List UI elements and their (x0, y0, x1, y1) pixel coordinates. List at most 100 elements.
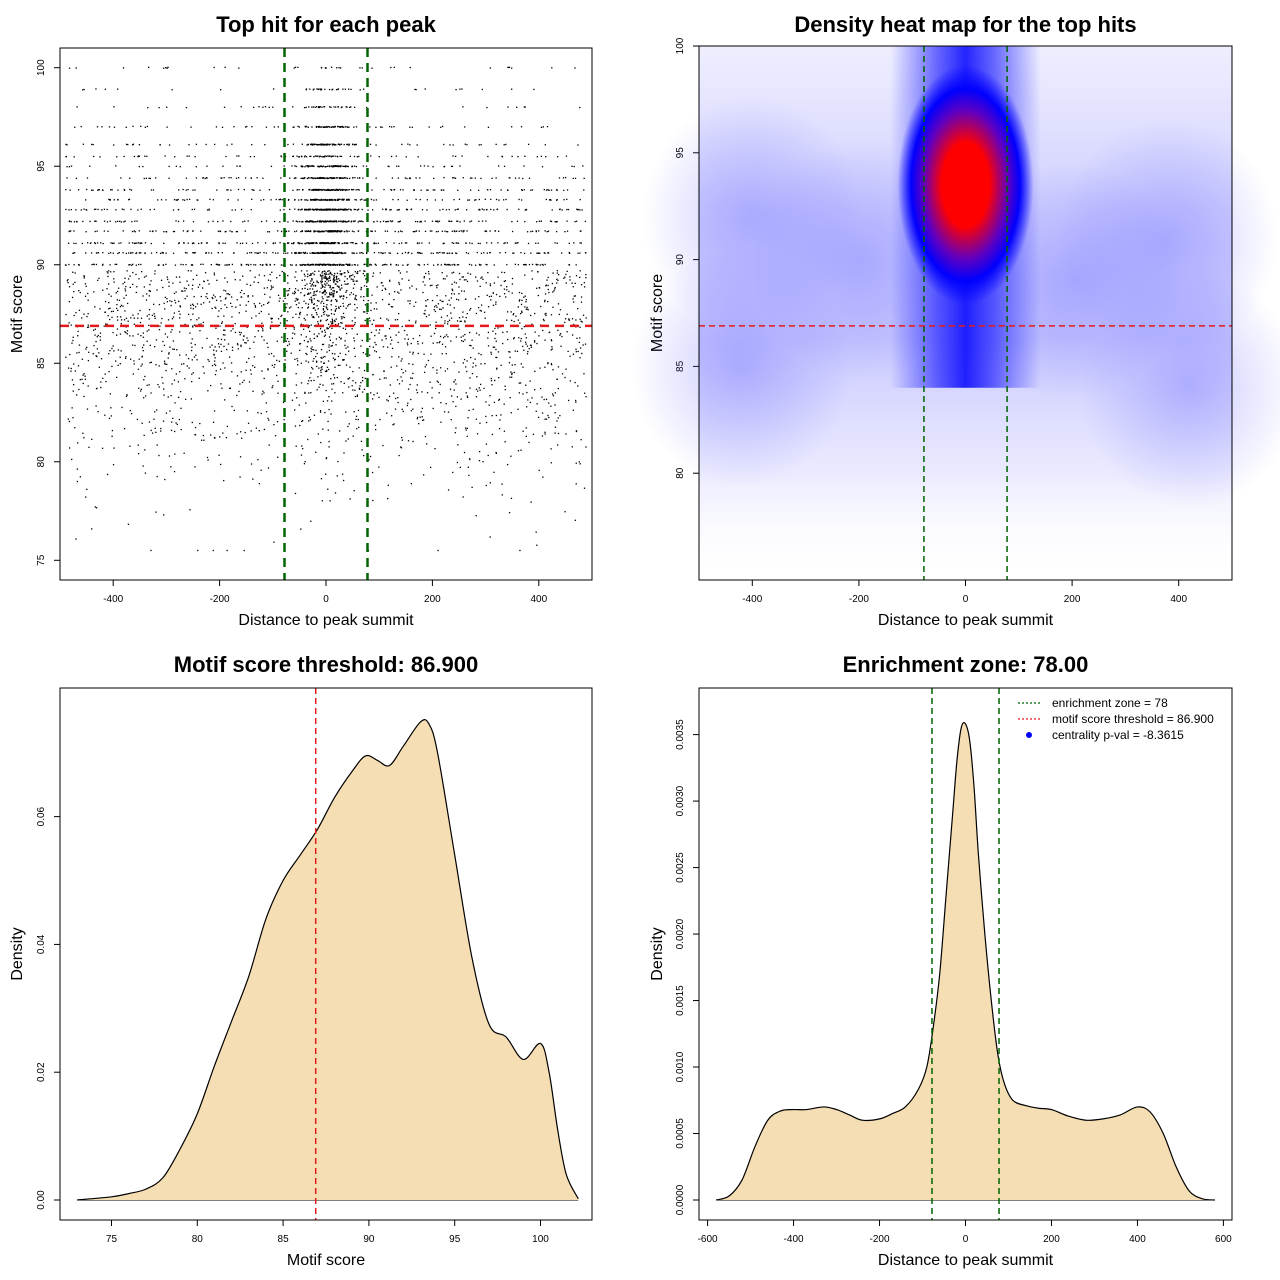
data-point (298, 316, 300, 319)
data-point (423, 165, 426, 167)
data-point (551, 348, 553, 350)
data-point (82, 432, 84, 434)
data-point (311, 252, 313, 254)
data-point (475, 365, 477, 367)
data-point (330, 321, 332, 323)
data-point (251, 144, 253, 146)
data-point (200, 323, 202, 325)
data-point (452, 177, 454, 179)
data-point (319, 220, 321, 223)
data-point (395, 155, 397, 157)
data-point (495, 303, 497, 305)
data-point (244, 230, 246, 232)
data-point (385, 221, 387, 223)
data-point (436, 306, 438, 308)
data-point (378, 396, 380, 399)
data-point (323, 242, 325, 244)
data-point (337, 460, 339, 463)
data-point (222, 334, 225, 336)
data-point (375, 242, 377, 245)
data-point (310, 280, 312, 282)
data-point (374, 230, 376, 232)
data-point (336, 188, 338, 191)
data-point (129, 264, 131, 266)
data-point (574, 177, 577, 180)
data-point (125, 126, 127, 128)
data-point (373, 220, 375, 223)
data-point (361, 391, 364, 393)
data-point (444, 320, 446, 322)
data-point (344, 126, 347, 128)
data-point (468, 458, 471, 460)
data-point (175, 276, 178, 278)
data-point (431, 284, 433, 286)
data-point (453, 389, 455, 391)
data-point (324, 189, 326, 191)
data-point (241, 242, 244, 244)
data-point (519, 549, 521, 552)
data-point (377, 242, 379, 244)
data-point (544, 263, 546, 266)
data-point (68, 420, 71, 423)
data-point (113, 144, 115, 146)
data-point (160, 427, 162, 430)
data-point (579, 209, 581, 211)
data-point (95, 208, 97, 210)
data-point (331, 88, 334, 90)
data-point (574, 67, 576, 69)
data-point (312, 281, 315, 283)
data-point (325, 284, 327, 286)
data-point (300, 155, 303, 157)
data-point (497, 242, 499, 244)
data-point (406, 208, 409, 211)
data-point (281, 336, 283, 338)
x-tick-label: 100 (532, 1234, 549, 1245)
data-point (320, 315, 323, 317)
data-point (483, 311, 486, 313)
data-point (309, 292, 312, 294)
data-point (530, 346, 533, 348)
data-point (510, 497, 513, 499)
data-point (150, 549, 152, 552)
data-point (534, 388, 536, 391)
data-point (469, 331, 471, 334)
data-point (185, 398, 187, 401)
data-point (306, 293, 309, 295)
data-point (110, 271, 112, 273)
data-point (254, 336, 256, 338)
data-point (360, 288, 362, 291)
data-point (447, 489, 450, 491)
data-point (186, 252, 188, 254)
data-point (325, 242, 327, 244)
data-point (531, 278, 534, 280)
data-point (186, 155, 188, 157)
data-point (300, 323, 302, 325)
data-point (242, 221, 244, 223)
data-point (334, 320, 336, 323)
data-point (167, 319, 170, 321)
data-point (320, 282, 322, 284)
data-point (361, 449, 363, 451)
data-point (146, 293, 148, 295)
data-point (133, 360, 135, 362)
data-point (320, 274, 322, 277)
data-point (443, 411, 446, 413)
data-point (295, 165, 297, 168)
data-point (444, 335, 446, 338)
data-point (355, 143, 357, 146)
data-point (575, 430, 578, 432)
data-point (480, 264, 482, 266)
data-point (485, 415, 487, 418)
data-point (320, 287, 322, 289)
data-point (324, 144, 326, 146)
data-point (364, 263, 366, 265)
data-point (295, 230, 298, 232)
data-point (226, 348, 228, 351)
data-point (131, 344, 134, 346)
data-point (439, 341, 441, 343)
data-point (295, 177, 297, 179)
data-point (161, 376, 163, 379)
data-point (308, 264, 310, 266)
data-point (220, 307, 222, 310)
data-point (466, 370, 468, 373)
